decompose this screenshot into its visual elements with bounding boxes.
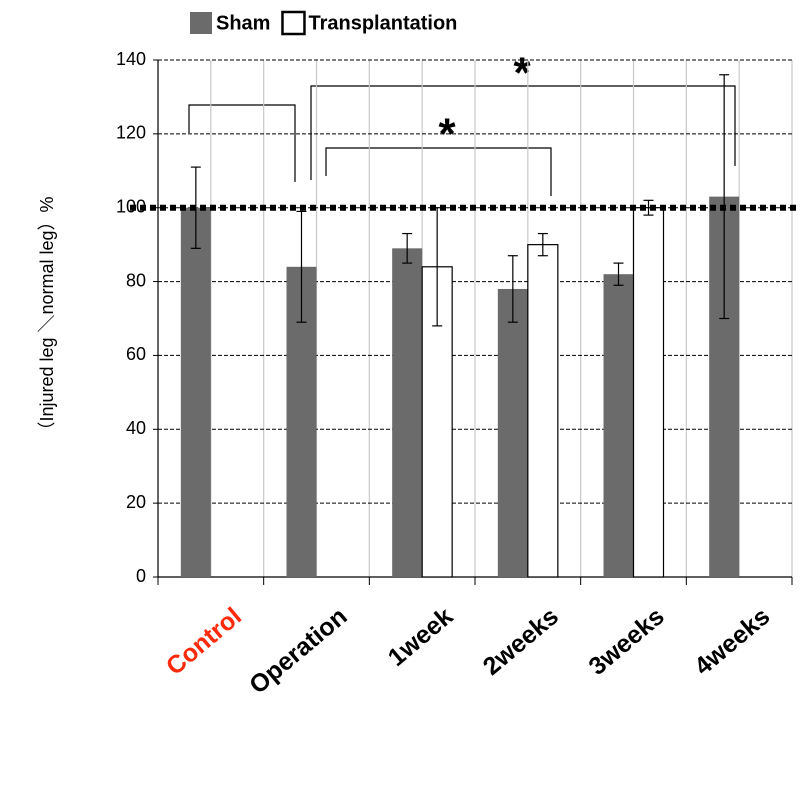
x-tick-label: 3weeks	[583, 602, 669, 681]
x-tick-label: 4weeks	[689, 602, 775, 681]
y-axis-label: （Injured leg ＼normal leg）%	[37, 196, 57, 439]
significance-star: *	[513, 49, 531, 98]
y-tick-label: 80	[126, 270, 146, 290]
legend-swatch	[281, 10, 306, 36]
legend-swatch	[190, 12, 212, 34]
error-bar	[643, 199, 654, 216]
bar	[527, 244, 559, 578]
bar	[497, 288, 528, 577]
x-tick-label: Operation	[244, 602, 352, 699]
x-tick-label: 2weeks	[478, 602, 564, 681]
error-bar	[296, 210, 307, 323]
y-tick-label: 140	[116, 49, 146, 69]
legend-label: Sham	[216, 12, 270, 34]
legend-label: Transplantation	[308, 12, 457, 34]
y-tick-label: 0	[136, 566, 146, 586]
bar	[392, 248, 423, 578]
error-bar	[537, 232, 548, 257]
x-tick-label: 1week	[383, 602, 459, 672]
y-tick-label: 120	[116, 123, 146, 143]
y-tick-label: 20	[126, 492, 146, 512]
y-tick-label: 40	[126, 418, 146, 438]
error-bar	[719, 74, 730, 320]
error-bar	[507, 255, 518, 323]
x-tick-label: Control	[161, 602, 247, 681]
y-tick-label: 60	[126, 344, 146, 364]
significance-brackets	[188, 85, 736, 196]
error-bar	[402, 232, 413, 264]
bar	[632, 207, 665, 578]
error-bar	[613, 262, 624, 286]
bar	[180, 207, 211, 577]
bar	[603, 274, 634, 577]
